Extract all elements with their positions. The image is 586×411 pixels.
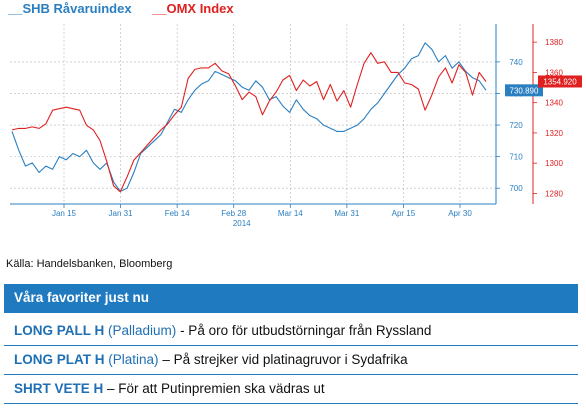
favorite-description: – På strejker vid platinagruvor i Sydafr… — [162, 352, 408, 367]
y-right-tick-label: 1300 — [545, 159, 563, 168]
series-line-shb — [11, 42, 487, 192]
x-tick-label: Jan 15 — [52, 209, 77, 218]
y-right-tick-label: 1320 — [545, 129, 563, 138]
y-right-tick-label: 1340 — [545, 99, 563, 108]
y-left-tick-label: 720 — [509, 121, 523, 130]
last-value-label-shb: 730.890 — [510, 86, 539, 95]
last-value-label-omx: 1354.920 — [543, 77, 577, 86]
favorite-code: LONG PLAT H — [14, 352, 105, 367]
x-tick-label: Feb 28 — [221, 209, 246, 218]
legend-item-shb: __SHB Råvaruindex — [8, 1, 132, 16]
x-axis-year-label: 2014 — [233, 219, 251, 228]
x-tick-label: Feb 14 — [165, 209, 190, 218]
legend-item-omx: __OMX Index — [152, 1, 234, 16]
favorite-item-vete[interactable]: SHRT VETE H – För att Putinpremien ska v… — [4, 375, 578, 404]
y-right-tick-label: 1360 — [545, 68, 563, 77]
favorites-header: Våra favoriter just nu — [4, 284, 578, 313]
favorite-code: LONG PALL H — [14, 323, 105, 338]
favorite-asset: (Platina) — [108, 352, 159, 367]
line-chart: Jan 15 Jan 31 Feb 14 Feb 28 Mar 14 Mar 31 Apr … — [10, 24, 582, 228]
source-note: Källa: Handelsbanken, Bloomberg — [6, 258, 173, 270]
favorite-item-pall[interactable]: LONG PALL H (Palladium) - På oro för utb… — [4, 317, 578, 346]
x-tick-label: Apr 30 — [448, 209, 472, 218]
x-tick-label: Mar 14 — [278, 209, 303, 218]
series-line-omx — [11, 52, 487, 193]
y-left-tick-label: 710 — [509, 153, 523, 162]
legend-label-shb: SHB Råvaruindex — [22, 1, 132, 16]
favorite-asset: (Palladium) — [108, 323, 177, 338]
y-right-tick-label: 1380 — [545, 38, 563, 47]
y-right-tick-label: 1280 — [545, 189, 563, 198]
x-tick-label: Apr 15 — [392, 209, 416, 218]
x-tick-label: Mar 31 — [334, 209, 359, 218]
last-value-box-omx — [538, 75, 582, 88]
favorite-code: SHRT VETE H — [14, 381, 104, 396]
x-tick-label: Jan 31 — [109, 209, 134, 218]
favorite-description: – För att Putinpremien ska vädras ut — [107, 381, 325, 396]
y-left-tick-label: 740 — [509, 58, 523, 67]
favorite-description: - På oro för utbudstörningar från Ryssla… — [180, 323, 432, 338]
last-value-box-shb — [505, 84, 543, 97]
legend-label-omx: OMX Index — [166, 1, 234, 16]
y-left-tick-label: 700 — [509, 184, 523, 193]
favorite-item-plat[interactable]: LONG PLAT H (Platina) – På strejker vid … — [4, 346, 578, 375]
